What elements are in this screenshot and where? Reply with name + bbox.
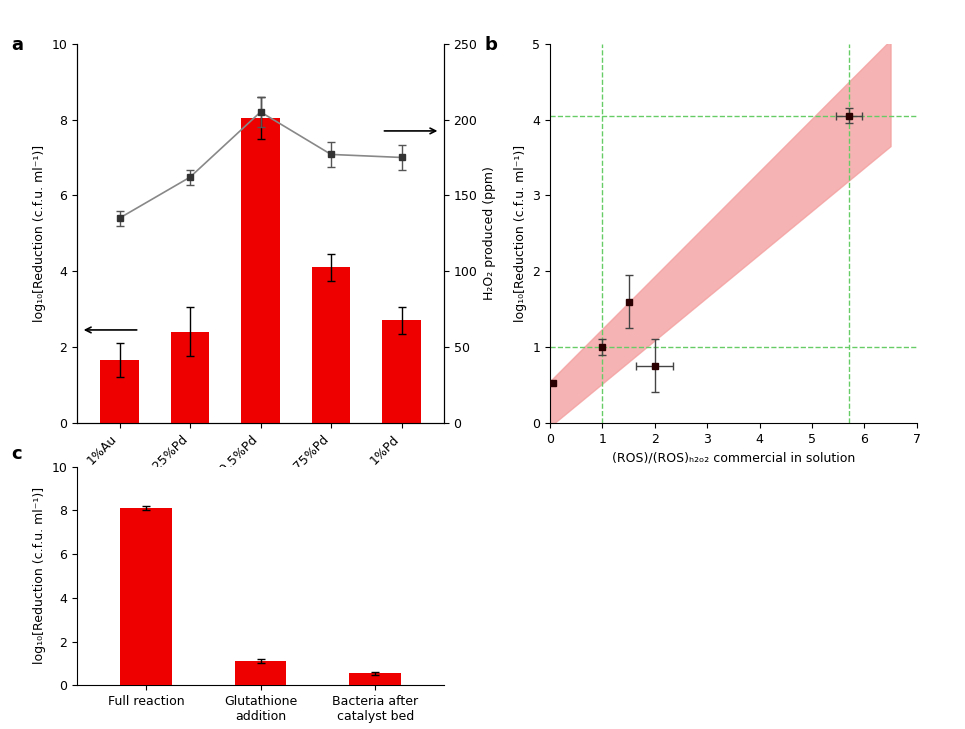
Bar (171, 332, 209, 423)
Bar (241, 117, 280, 423)
Bar (121, 508, 172, 685)
Text: a: a (12, 36, 23, 54)
Y-axis label: log₁₀[Reduction (c.f.u. ml⁻¹)]: log₁₀[Reduction (c.f.u. ml⁻¹)] (33, 488, 46, 664)
X-axis label: (ROS)/(ROS)ₕ₂ₒ₂ commercial in solution: (ROS)/(ROS)ₕ₂ₒ₂ commercial in solution (612, 451, 855, 464)
Bar (382, 321, 421, 423)
Bar (349, 674, 400, 685)
Bar (234, 661, 287, 685)
Y-axis label: log₁₀[Reduction (c.f.u. ml⁻¹)]: log₁₀[Reduction (c.f.u. ml⁻¹)] (513, 145, 527, 321)
Text: b: b (484, 36, 497, 54)
Text: c: c (12, 445, 22, 463)
Y-axis label: H₂O₂ produced (ppm): H₂O₂ produced (ppm) (483, 166, 496, 300)
Y-axis label: log₁₀[Reduction (c.f.u. ml⁻¹)]: log₁₀[Reduction (c.f.u. ml⁻¹)] (33, 145, 46, 321)
Bar (312, 268, 350, 423)
Bar (100, 360, 139, 423)
